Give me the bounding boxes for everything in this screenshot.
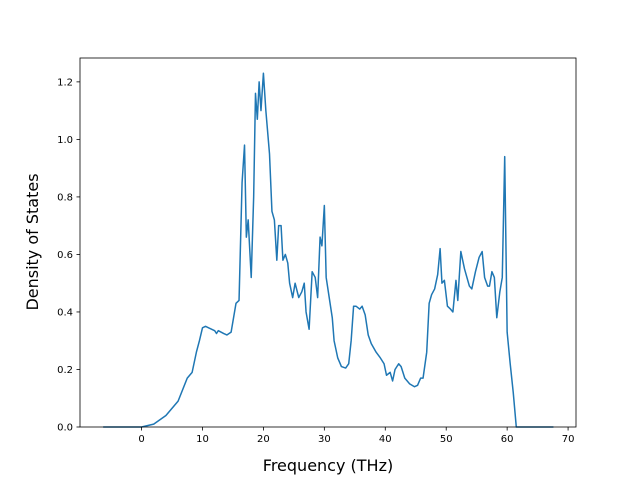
plot-frame (79, 57, 577, 428)
x-tick-label: 0 (138, 434, 144, 445)
x-axis-label: Frequency (THz) (263, 456, 393, 475)
y-tick-label: 0.6 (57, 250, 73, 261)
x-tick-label: 50 (440, 434, 453, 445)
x-tick-label: 70 (562, 434, 575, 445)
y-tick-label: 0.8 (57, 192, 73, 203)
x-tick-label: 60 (501, 434, 514, 445)
y-tick-label: 1.0 (57, 135, 73, 146)
y-tick-label: 1.2 (57, 77, 73, 88)
x-tick-label: 20 (257, 434, 270, 445)
line-series (103, 72, 554, 428)
x-tick-label: 30 (318, 434, 331, 445)
y-tick-label: 0.0 (57, 423, 73, 434)
y-tick-label: 0.4 (57, 307, 73, 318)
y-tick-label: 0.2 (57, 365, 73, 376)
x-tick-label: 40 (379, 434, 392, 445)
x-tick-label: 10 (196, 434, 209, 445)
y-axis-label: Density of States (23, 173, 42, 310)
